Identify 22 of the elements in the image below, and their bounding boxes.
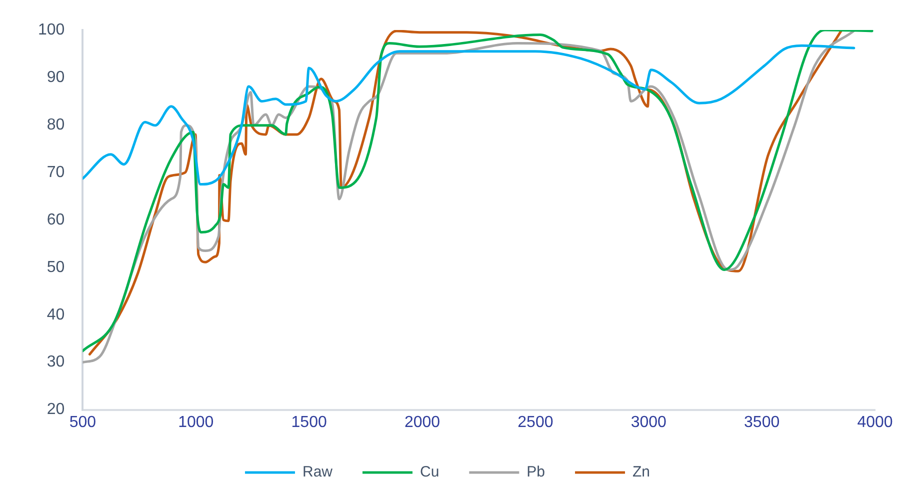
x-tick-label: 2000 bbox=[404, 414, 440, 431]
y-tick-label: 40 bbox=[46, 306, 65, 324]
y-tick-label: 30 bbox=[46, 354, 65, 371]
y-tick-label: 50 bbox=[46, 258, 65, 276]
legend-label: Cu bbox=[420, 464, 440, 481]
x-tick-label: 500 bbox=[69, 414, 96, 431]
x-tick-label: 2500 bbox=[518, 414, 554, 431]
x-tick-label: 1500 bbox=[291, 414, 327, 431]
y-tick-label: 60 bbox=[46, 211, 65, 228]
x-tick-label: 3000 bbox=[630, 414, 667, 431]
x-tick-label: 1000 bbox=[178, 414, 214, 431]
y-tick-label: 80 bbox=[46, 116, 65, 134]
y-tick-label: 100 bbox=[38, 21, 65, 38]
x-tick-label: 3500 bbox=[744, 414, 780, 431]
y-tick-label: 20 bbox=[46, 401, 65, 418]
legend-label: Zn bbox=[632, 464, 650, 481]
legend-label: Pb bbox=[526, 464, 546, 481]
y-tick-label: 90 bbox=[46, 68, 65, 86]
line-series bbox=[82, 44, 856, 186]
x-tick-label: 4000 bbox=[857, 414, 893, 431]
legend-label: Raw bbox=[302, 464, 333, 481]
y-tick-label: 70 bbox=[46, 164, 65, 181]
